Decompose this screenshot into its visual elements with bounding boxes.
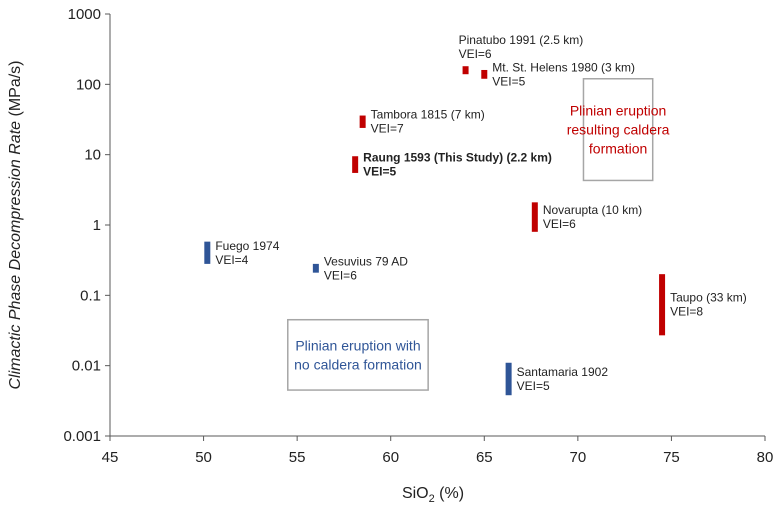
y-axis-title-unit: (MPa/s): [7, 61, 24, 121]
data-point: [481, 69, 488, 79]
point-label-name: Taupo (33 km): [670, 291, 747, 305]
y-tick-label: 1: [93, 217, 101, 234]
x-tick-label: 70: [570, 449, 587, 466]
marks-layer: [204, 66, 666, 396]
point-label-vei: VEI=5: [517, 379, 550, 393]
y-tick-label: 100: [76, 76, 101, 93]
data-point: [531, 202, 538, 232]
point-label-vei: VEI=6: [324, 268, 357, 282]
point-label-name: Novarupta (10 km): [543, 203, 642, 217]
y-tick-label: 1000: [68, 6, 101, 23]
annotation-text-line: no caldera formation: [294, 356, 422, 372]
x-tick-label: 65: [476, 449, 493, 466]
data-point: [462, 66, 469, 75]
point-label-vei: VEI=7: [371, 122, 404, 136]
data-point: [352, 156, 359, 173]
x-tick-label: 55: [289, 449, 306, 466]
data-point: [659, 274, 666, 336]
annotation-box-no_caldera: [287, 318, 429, 391]
point-label-name: Mt. St. Helens 1980 (3 km): [492, 60, 635, 74]
x-tick-label: 75: [663, 449, 680, 466]
tick-labels: 45 50 55 60 65 70 75 80 0.001 0.01 0.1 1 10 100 1000: [63, 6, 773, 466]
y-tick-label: 0.1: [80, 287, 101, 304]
point-labels: Pinatubo 1991 (2.5 km)VEI=6Mt. St. Helen…: [215, 33, 746, 393]
data-point: [312, 263, 319, 273]
point-label-name: Vesuvius 79 AD: [324, 254, 408, 268]
y-tick-label: 0.001: [63, 428, 101, 445]
annotation-layer: Plinian eruption resulting caldera formati…: [287, 78, 670, 391]
point-label-vei: VEI=8: [670, 305, 703, 319]
x-axis-title: SiO2 (%): [402, 485, 464, 505]
y-tick-label: 0.01: [72, 358, 101, 375]
point-label-vei: VEI=4: [215, 253, 248, 267]
annotation-box-caldera: [582, 78, 654, 182]
data-point: [204, 241, 211, 264]
annotation-text-line: formation: [589, 141, 647, 157]
y-axis-title: Climactic Phase Decompression Rate (MPa/…: [7, 61, 24, 390]
point-label-name: Tambora 1815 (7 km): [371, 108, 485, 122]
data-point: [505, 362, 512, 396]
x-axis-title-main: SiO: [402, 485, 429, 502]
annotation-text-line: Plinian eruption: [570, 103, 667, 119]
x-tick-label: 60: [382, 449, 399, 466]
y-tick-label: 10: [84, 147, 101, 164]
point-label-name: Pinatubo 1991 (2.5 km): [459, 33, 584, 47]
point-label-name: Fuego 1974: [215, 239, 279, 253]
data-point: [359, 115, 366, 128]
y-axis-title-main: Climactic Phase Decompression Rate: [7, 121, 24, 390]
x-axis-title-unit: (%): [435, 485, 464, 502]
x-tick-label: 80: [757, 449, 774, 466]
annotation-text-line: Plinian eruption with: [295, 337, 420, 353]
point-label-vei: VEI=5: [363, 165, 396, 179]
annotation-text-line: resulting caldera: [567, 122, 670, 138]
point-label-vei: VEI=6: [543, 217, 576, 231]
x-tick-label: 50: [195, 449, 212, 466]
x-axis-title-subscript: 2: [429, 493, 435, 505]
x-tick-label: 45: [102, 449, 119, 466]
point-label-vei: VEI=6: [459, 47, 492, 61]
point-label-vei: VEI=5: [492, 74, 525, 88]
point-label-name: Santamaria 1902: [517, 365, 609, 379]
point-label-name: Raung 1593 (This Study) (2.2 km): [363, 151, 552, 165]
